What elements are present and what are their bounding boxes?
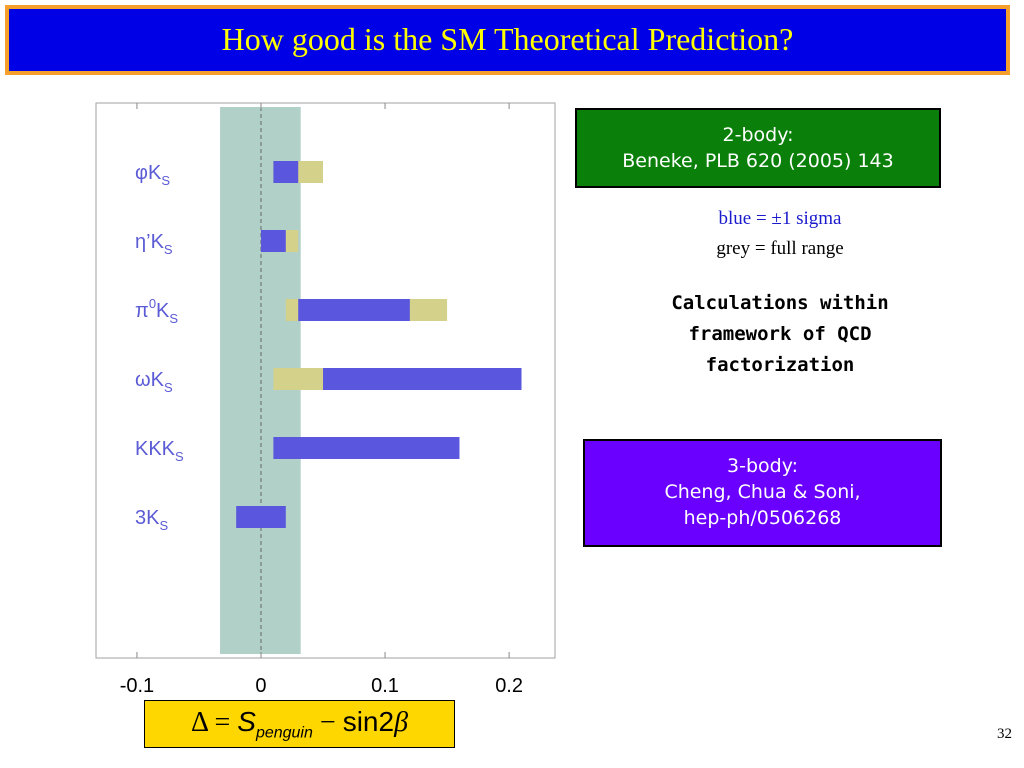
tick-layer: -0.1 0 0.1 0.2 <box>120 103 523 697</box>
x-axis-formula-box: Δ = Spenguin − sin2β <box>144 700 455 748</box>
x-axis-formula: Δ = Spenguin − sin2β <box>191 706 408 743</box>
three-body-box: 3-body: Cheng, Chua & Soni, hep-ph/05062… <box>583 439 942 547</box>
three-body-line1: 3-body: <box>727 455 798 477</box>
sigma-bar-3 <box>323 368 522 390</box>
label-layer: φKS η’KS π0KS ωKS KKKS 3KS <box>135 162 184 533</box>
category-label-1: η’KS <box>135 231 173 257</box>
category-label-2: π0KS <box>135 296 178 326</box>
formula-sin: sin <box>342 705 379 737</box>
title-bar: How good is the SM Theoretical Predictio… <box>5 5 1010 75</box>
category-label-0: φKS <box>135 162 170 188</box>
sigma-bar-4 <box>273 437 460 459</box>
x-tick-label-2: 0.1 <box>371 675 399 697</box>
formula-minus: − <box>319 706 336 738</box>
three-body-line3: hep-ph/0506268 <box>683 507 842 529</box>
x-tick-label-1: 0 <box>255 675 266 697</box>
page-number: 32 <box>997 726 1012 742</box>
x-tick-label-0: -0.1 <box>120 675 154 697</box>
formula-s: S <box>237 705 256 737</box>
x-tick-label-3: 0.2 <box>495 675 523 697</box>
formula-beta: β <box>394 706 409 738</box>
two-body-line1: 2-body: <box>722 124 794 146</box>
calc-line1: Calculations within <box>671 292 889 314</box>
calc-line3: factorization <box>705 354 855 376</box>
sigma-bar-0 <box>273 161 299 183</box>
formula-sub: penguin <box>255 724 313 742</box>
two-body-line2: Beneke, PLB 620 (2005) 143 <box>622 150 894 172</box>
bar-layer <box>236 161 522 528</box>
formula-two: 2 <box>378 705 395 737</box>
category-label-5: 3KS <box>135 507 168 533</box>
sigma-bar-2 <box>298 299 410 321</box>
calc-line2: framework of QCD <box>688 323 872 345</box>
calculation-note: Calculations within framework of QCD fac… <box>630 288 930 381</box>
two-body-box: 2-body: Beneke, PLB 620 (2005) 143 <box>575 108 941 188</box>
category-label-4: KKKS <box>135 438 184 464</box>
sigma-bar-5 <box>236 506 286 528</box>
legend-grey-note: grey = full range <box>716 238 844 259</box>
slide-title: How good is the SM Theoretical Predictio… <box>221 21 794 57</box>
legend-blue-note: blue = ±1 sigma <box>718 208 842 229</box>
sigma-bar-1 <box>260 230 286 252</box>
three-body-line2: Cheng, Chua & Soni, <box>664 481 861 503</box>
formula-delta: Δ <box>190 706 208 738</box>
category-label-3: ωKS <box>135 369 173 395</box>
formula-eq: = <box>214 706 231 738</box>
